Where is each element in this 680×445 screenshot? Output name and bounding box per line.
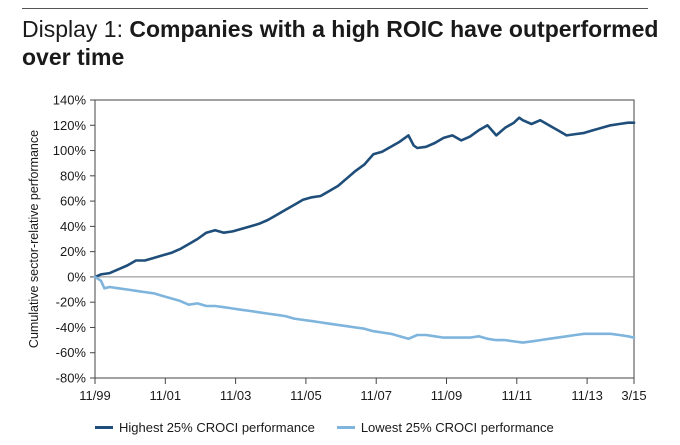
x-axis: 11/99 11/01 11/03 11/05 11/07 11/09 11/11 11/13… xyxy=(79,378,647,403)
series-highest-line xyxy=(93,116,636,279)
x-tick-label: 11/99 xyxy=(79,388,111,403)
legend-label-lowest: Lowest 25% CROCI performance xyxy=(360,420,554,435)
y-tick-label: -80% xyxy=(56,371,87,386)
y-axis-title: Cumulative sector-relative performance xyxy=(27,130,41,348)
y-tick-label: 140% xyxy=(53,93,87,108)
title-prefix: Display 1: xyxy=(22,16,130,42)
plot-frame xyxy=(94,99,635,379)
y-tick-label: -60% xyxy=(56,345,87,360)
x-tick-label: 3/15 xyxy=(621,388,646,403)
legend: Highest 25% CROCI performance Lowest 25%… xyxy=(95,420,576,435)
y-axis: 140% 120% 100% 80% 60% 40% 20% 0% -20% -40% -60% -8… xyxy=(53,93,95,386)
x-tick-label: 11/11 xyxy=(502,388,533,403)
chart-title: Display 1: Companies with a high ROIC ha… xyxy=(22,15,662,71)
legend-swatch-lowest xyxy=(336,426,355,429)
title-main: Companies with a high ROIC have outperfo… xyxy=(22,16,659,70)
legend-item-lowest: Lowest 25% CROCI performance xyxy=(336,420,554,435)
x-tick-label: 11/09 xyxy=(431,388,463,403)
x-tick-label: 11/13 xyxy=(571,388,603,403)
x-tick-label: 11/01 xyxy=(150,388,182,403)
legend-swatch-highest xyxy=(95,426,113,429)
top-rule xyxy=(22,8,648,9)
y-tick-label: 80% xyxy=(60,168,86,183)
plot-border xyxy=(94,99,635,379)
y-tick-label: 60% xyxy=(60,194,86,209)
y-tick-label: 100% xyxy=(53,143,87,158)
y-tick-label: 40% xyxy=(60,219,86,234)
x-tick-label: 11/07 xyxy=(360,388,392,403)
x-tick-label: 11/03 xyxy=(220,388,252,403)
x-tick-label: 11/05 xyxy=(290,388,322,403)
y-tick-label: -40% xyxy=(56,320,87,335)
series-lowest-line xyxy=(93,275,636,344)
y-tick-label: -20% xyxy=(56,295,87,310)
legend-item-highest: Highest 25% CROCI performance xyxy=(95,420,315,435)
legend-label-highest: Highest 25% CROCI performance xyxy=(119,420,315,435)
y-tick-label: 0% xyxy=(67,269,86,284)
series-layer xyxy=(93,116,636,344)
y-tick-label: 120% xyxy=(53,118,87,133)
y-tick-label: 20% xyxy=(60,244,86,259)
